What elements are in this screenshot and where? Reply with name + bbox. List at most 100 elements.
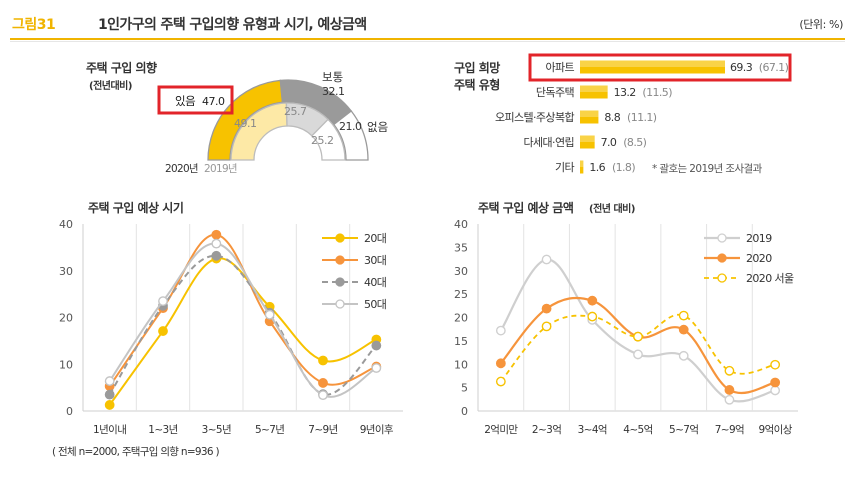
gauge-value-label: 25.7 (284, 105, 307, 118)
data-point (587, 311, 598, 322)
data-point (104, 389, 115, 400)
bar-title-line1: 구입 희망 (454, 60, 500, 75)
y-tick-label: 30 (59, 265, 73, 278)
x-tick-label: 7~9억 (715, 424, 744, 436)
gauge-highlight-box (157, 85, 234, 115)
bar-category-label: 오피스텔·주상복합 (495, 111, 575, 124)
data-point (678, 350, 689, 361)
bar-mark (580, 85, 608, 99)
figure-header: 그림31 1인가구의 주택 구입의향 유형과 시기, 예상금액 (단위: %) (0, 0, 855, 44)
data-point (495, 358, 506, 369)
legend-marker (717, 273, 727, 283)
legend-label: 2019 (746, 232, 772, 245)
bar-title-line2: 주택 유형 (454, 77, 500, 92)
gauge-value-label: 32.1 (322, 85, 345, 98)
data-point (495, 325, 506, 336)
data-point (495, 376, 506, 387)
legend-marker (717, 233, 727, 243)
data-point (104, 400, 115, 410)
legend-marker (717, 253, 727, 263)
legend-label: 40대 (364, 276, 386, 289)
data-point (211, 238, 222, 249)
data-point (318, 390, 328, 401)
gauge-legend-2020: 2020년 (165, 163, 198, 175)
data-point (158, 326, 168, 336)
y-tick-label: 0 (461, 405, 468, 418)
intent-gauge-chart: 주택 구입 의향 (전년대비) 있음 47.0 보통 없음 32.1 21.0 … (86, 60, 388, 175)
gauge-legend-2019: 2019년 (204, 163, 237, 175)
data-point (104, 376, 115, 386)
bar-mark-sheen (580, 60, 725, 67)
x-tick-label: 3~5년 (202, 424, 231, 436)
legend-label: 2020 (746, 252, 772, 265)
gauge-segment (310, 118, 346, 161)
gauge-title: 주택 구입 의향 (86, 60, 157, 75)
y-tick-label: 30 (454, 265, 468, 278)
legend-label: 2020 서울 (746, 272, 794, 285)
y-tick-label: 40 (454, 218, 468, 231)
bar-category-label: 다세대·연립 (524, 136, 575, 149)
x-tick-label: 1~3년 (148, 424, 177, 436)
series-line (108, 254, 378, 396)
gauge-category-label: 보통 (322, 70, 343, 84)
bar-mark-sheen (580, 110, 599, 117)
x-tick-label: 2~3억 (532, 424, 561, 436)
data-point (587, 295, 598, 306)
figure-title: 1인가구의 주택 구입의향 유형과 시기, 예상금액 (98, 17, 367, 33)
data-point (158, 296, 168, 307)
x-tick-label: 5~7억 (669, 424, 698, 436)
x-tick-label: 3~4억 (578, 424, 607, 436)
x-tick-label: 7~9년 (308, 424, 337, 436)
bar-mark (580, 60, 725, 74)
bar-prev-label: (1.8) (612, 161, 635, 174)
bar-mark-sheen (580, 160, 584, 167)
unit-label: (단위: %) (799, 18, 843, 31)
series-line (500, 296, 776, 395)
data-point (770, 359, 781, 370)
legend-marker (335, 299, 345, 309)
amount-chart-subtitle: (전년 대비) (589, 202, 635, 215)
data-point (678, 310, 689, 321)
header-rule (10, 38, 845, 40)
y-tick-label: 5 (461, 382, 468, 395)
y-tick-label: 10 (59, 358, 73, 371)
gauge-segment (332, 110, 369, 161)
x-tick-label: 5~7년 (255, 424, 284, 436)
data-point (541, 303, 552, 314)
legend-label: 30대 (364, 254, 386, 267)
bar-mark (580, 135, 595, 149)
legend-label: 50대 (364, 298, 386, 311)
bar-value-label: 1.6 (589, 161, 605, 174)
timing-chart-title: 주택 구입 예상 시기 (88, 200, 183, 215)
y-tick-label: 0 (66, 405, 73, 418)
data-point (264, 309, 275, 320)
bar-category-label: 아파트 (545, 61, 574, 74)
data-point (541, 254, 552, 265)
bar-prev-label: (11.5) (642, 86, 672, 99)
bar-highlight-box (528, 53, 792, 82)
y-tick-label: 35 (454, 241, 468, 254)
gauge-highlight-value: 47.0 (202, 95, 225, 108)
y-tick-label: 20 (454, 312, 468, 325)
x-tick-label: 4~5억 (623, 424, 652, 436)
bar-value-label: 7.0 (601, 136, 617, 149)
y-tick-label: 15 (454, 335, 468, 348)
data-point (678, 324, 689, 335)
bar-category-label: 단독주택 (536, 86, 574, 99)
data-point (633, 349, 643, 360)
data-point (541, 321, 552, 332)
x-tick-label: 2억미만 (484, 424, 518, 436)
header-rule-thin (10, 41, 845, 42)
x-tick-label: 1년이내 (93, 424, 126, 436)
bar-prev-label: (67.1) (759, 61, 789, 74)
gauge-subtitle: (전년대비) (89, 79, 132, 92)
bar-value-label: 13.2 (614, 86, 636, 99)
data-point (770, 385, 781, 396)
amount-chart-title: 주택 구입 예상 금액 (478, 200, 573, 215)
data-point (211, 229, 222, 240)
bar-mark (580, 160, 584, 174)
bar-prev-label: (8.5) (623, 136, 646, 149)
bar-prev-label: (11.1) (627, 111, 657, 124)
legend-marker (335, 277, 345, 287)
bar-mark (580, 110, 599, 124)
